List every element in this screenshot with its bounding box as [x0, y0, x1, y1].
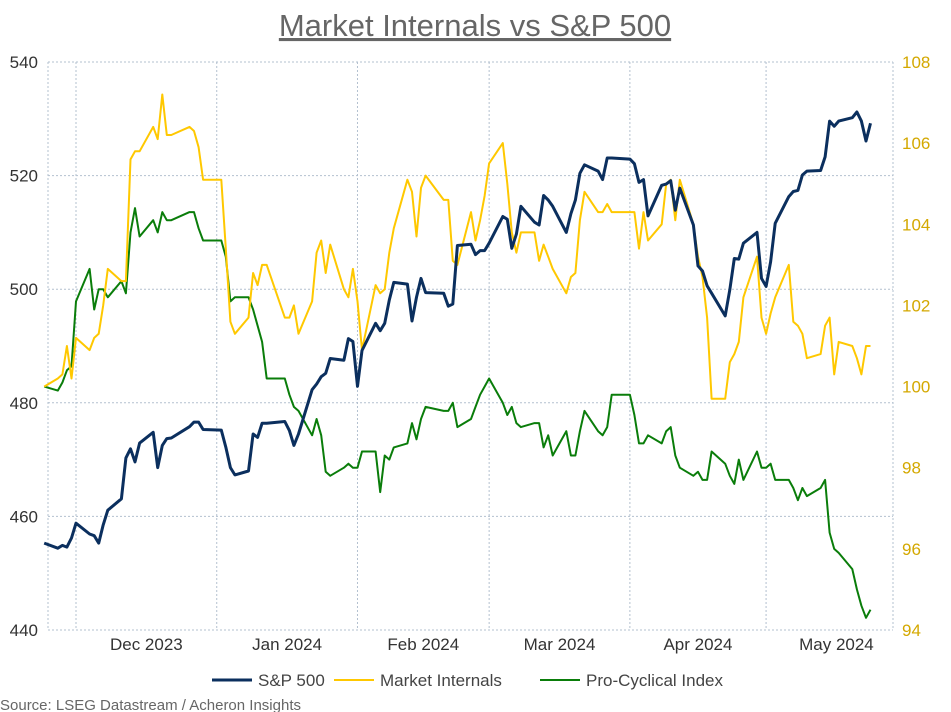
x-tick-label: Mar 2024 — [524, 635, 596, 654]
left-tick-label: 500 — [10, 280, 38, 299]
right-tick-label: 102 — [902, 296, 930, 315]
right-tick-label: 100 — [902, 378, 930, 397]
left-tick-label: 540 — [10, 53, 38, 72]
source-note: Source: LSEG Datastream / Acheron Insigh… — [0, 697, 301, 712]
legend-item: Market Internals — [334, 671, 502, 690]
legend-item: Pro-Cyclical Index — [540, 671, 723, 690]
x-tick-label: May 2024 — [799, 635, 874, 654]
x-tick-label: Dec 2023 — [110, 635, 183, 654]
series-line-s-p-500 — [43, 110, 872, 550]
legend-label: Market Internals — [380, 671, 502, 690]
axes: 440 460 480 500 520 540 94 96 98 100 102 104 106 108 D… — [10, 53, 931, 654]
legend-label: Pro-Cyclical Index — [586, 671, 723, 690]
left-tick-label: 520 — [10, 167, 38, 186]
legend-label: S&P 500 — [258, 671, 325, 690]
legend-item: S&P 500 — [212, 671, 325, 690]
gridlines — [47, 61, 894, 631]
left-tick-label: 440 — [10, 621, 38, 640]
legend: S&P 500 Market Internals Pro-Cyclical Inde… — [212, 671, 723, 690]
right-tick-label: 108 — [902, 53, 930, 72]
series-line-market-internals — [43, 93, 871, 400]
left-tick-label: 460 — [10, 507, 38, 526]
series-lines — [43, 93, 872, 619]
x-tick-label: Jan 2024 — [252, 635, 322, 654]
chart-title: Market Internals vs S&P 500 — [279, 8, 671, 43]
right-tick-label: 106 — [902, 134, 930, 153]
right-tick-label: 96 — [902, 540, 921, 559]
left-tick-label: 480 — [10, 394, 38, 413]
right-tick-label: 104 — [902, 215, 930, 234]
series-line-pro-cyclical-index — [43, 207, 872, 619]
right-tick-label: 94 — [902, 621, 921, 640]
x-tick-label: Feb 2024 — [387, 635, 459, 654]
x-tick-label: Apr 2024 — [663, 635, 732, 654]
right-tick-label: 98 — [902, 459, 921, 478]
